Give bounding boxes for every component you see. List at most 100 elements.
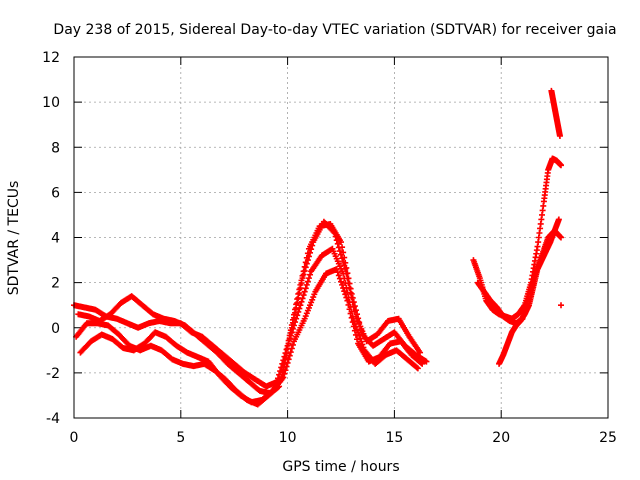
y-tick-label: 12 <box>42 50 60 66</box>
data-point <box>338 278 344 285</box>
data-point <box>335 244 342 251</box>
x-tick-label: 25 <box>599 430 617 446</box>
data-point <box>300 292 307 299</box>
data-point <box>294 299 301 306</box>
data-point <box>342 291 349 298</box>
data-point <box>285 356 292 363</box>
data-point <box>349 319 356 326</box>
data-point <box>281 370 288 377</box>
y-axis-label: SDTVAR / TECUs <box>6 181 22 296</box>
data-point <box>348 314 355 321</box>
data-point <box>309 242 316 249</box>
data-point <box>358 338 365 345</box>
y-tick-label: 0 <box>51 321 60 337</box>
x-axis-label: GPS time / hours <box>282 459 399 475</box>
y-tick-label: 6 <box>51 185 60 201</box>
data-point <box>340 285 347 292</box>
data-point <box>308 246 315 253</box>
data-point <box>558 162 565 169</box>
data-point <box>305 275 312 282</box>
data-point <box>555 216 562 223</box>
data-point <box>302 264 309 271</box>
data-point <box>299 295 306 302</box>
data-point <box>330 228 337 235</box>
data-point <box>342 280 349 287</box>
data-point <box>296 290 303 297</box>
data-point <box>303 260 310 267</box>
data-point <box>338 239 344 246</box>
data-point <box>282 367 289 374</box>
data-point <box>346 306 353 313</box>
data-point <box>291 322 298 329</box>
x-tick-label: 15 <box>385 430 403 446</box>
data-point <box>556 132 563 139</box>
data-point <box>417 349 424 356</box>
data-point <box>350 317 357 324</box>
data-point <box>284 359 291 366</box>
data-point <box>286 336 293 343</box>
data-point <box>352 331 359 338</box>
data-point <box>558 302 565 309</box>
y-tick-label: 2 <box>51 276 60 292</box>
data-point <box>304 257 311 264</box>
data-point <box>344 297 351 304</box>
x-tick-labels: 0 5 10 15 20 25 <box>70 430 617 446</box>
data-point <box>287 349 294 356</box>
data-point <box>343 294 350 301</box>
data-point <box>293 315 300 322</box>
data-point <box>289 325 296 332</box>
data-point <box>300 271 307 278</box>
data-point <box>345 301 352 308</box>
data-point <box>334 240 341 247</box>
data-point <box>289 341 296 348</box>
data-point <box>287 332 294 339</box>
x-tick-label: 10 <box>279 430 297 446</box>
data-point <box>418 359 425 366</box>
y-tick-label: -2 <box>46 366 60 382</box>
data-point <box>292 319 299 326</box>
data-point <box>297 285 304 292</box>
y-tick-label: 8 <box>51 140 60 156</box>
data-point <box>419 360 426 367</box>
data-point <box>351 327 358 334</box>
data-point <box>336 248 343 255</box>
data-point <box>558 234 565 241</box>
data-point <box>283 350 290 357</box>
data-point <box>350 323 357 330</box>
data-point <box>338 251 344 258</box>
data-point <box>340 258 347 265</box>
data-point <box>280 374 287 381</box>
data-point <box>305 253 312 260</box>
data-point <box>331 229 338 236</box>
data-points <box>71 87 565 408</box>
data-point <box>301 267 308 274</box>
data-point <box>296 305 303 312</box>
data-point <box>295 308 302 315</box>
data-point <box>332 233 339 240</box>
data-point <box>339 281 346 288</box>
data-point <box>339 255 346 262</box>
data-point <box>334 269 341 276</box>
data-point <box>297 302 304 309</box>
data-point <box>336 275 343 282</box>
data-point <box>333 237 340 244</box>
data-point <box>335 272 342 279</box>
data-point <box>307 249 314 256</box>
data-point <box>303 281 310 288</box>
data-point <box>413 364 420 371</box>
data-point <box>301 288 308 295</box>
data-point <box>302 285 309 292</box>
y-tick-label: 10 <box>42 95 60 111</box>
data-point <box>299 275 306 282</box>
y-tick-label: -4 <box>46 411 60 427</box>
x-tick-label: 20 <box>492 430 510 446</box>
y-tick-label: 4 <box>51 231 60 247</box>
data-point <box>298 298 305 305</box>
data-point <box>341 288 348 295</box>
data-point <box>288 345 295 352</box>
data-point <box>354 336 361 343</box>
data-point <box>286 352 293 359</box>
data-point <box>333 266 340 273</box>
x-tick-label: 5 <box>176 430 185 446</box>
